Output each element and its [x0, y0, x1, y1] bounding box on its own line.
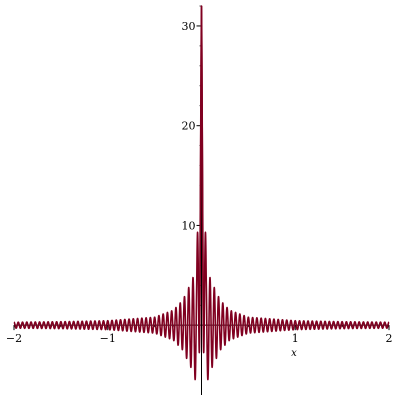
y-tick-label: 30 [182, 20, 196, 33]
x-tick-label: −1 [100, 332, 116, 345]
x-axis-label: x [291, 348, 297, 359]
x-tick-label: 1 [292, 332, 299, 345]
y-tick-label: 10 [182, 219, 196, 232]
y-tick-label: 20 [182, 120, 196, 133]
series-peak [198, 5, 205, 326]
series-layer [13, 5, 390, 381]
x-tick-label: 2 [386, 332, 393, 345]
x-tick-label: −2 [6, 332, 22, 345]
